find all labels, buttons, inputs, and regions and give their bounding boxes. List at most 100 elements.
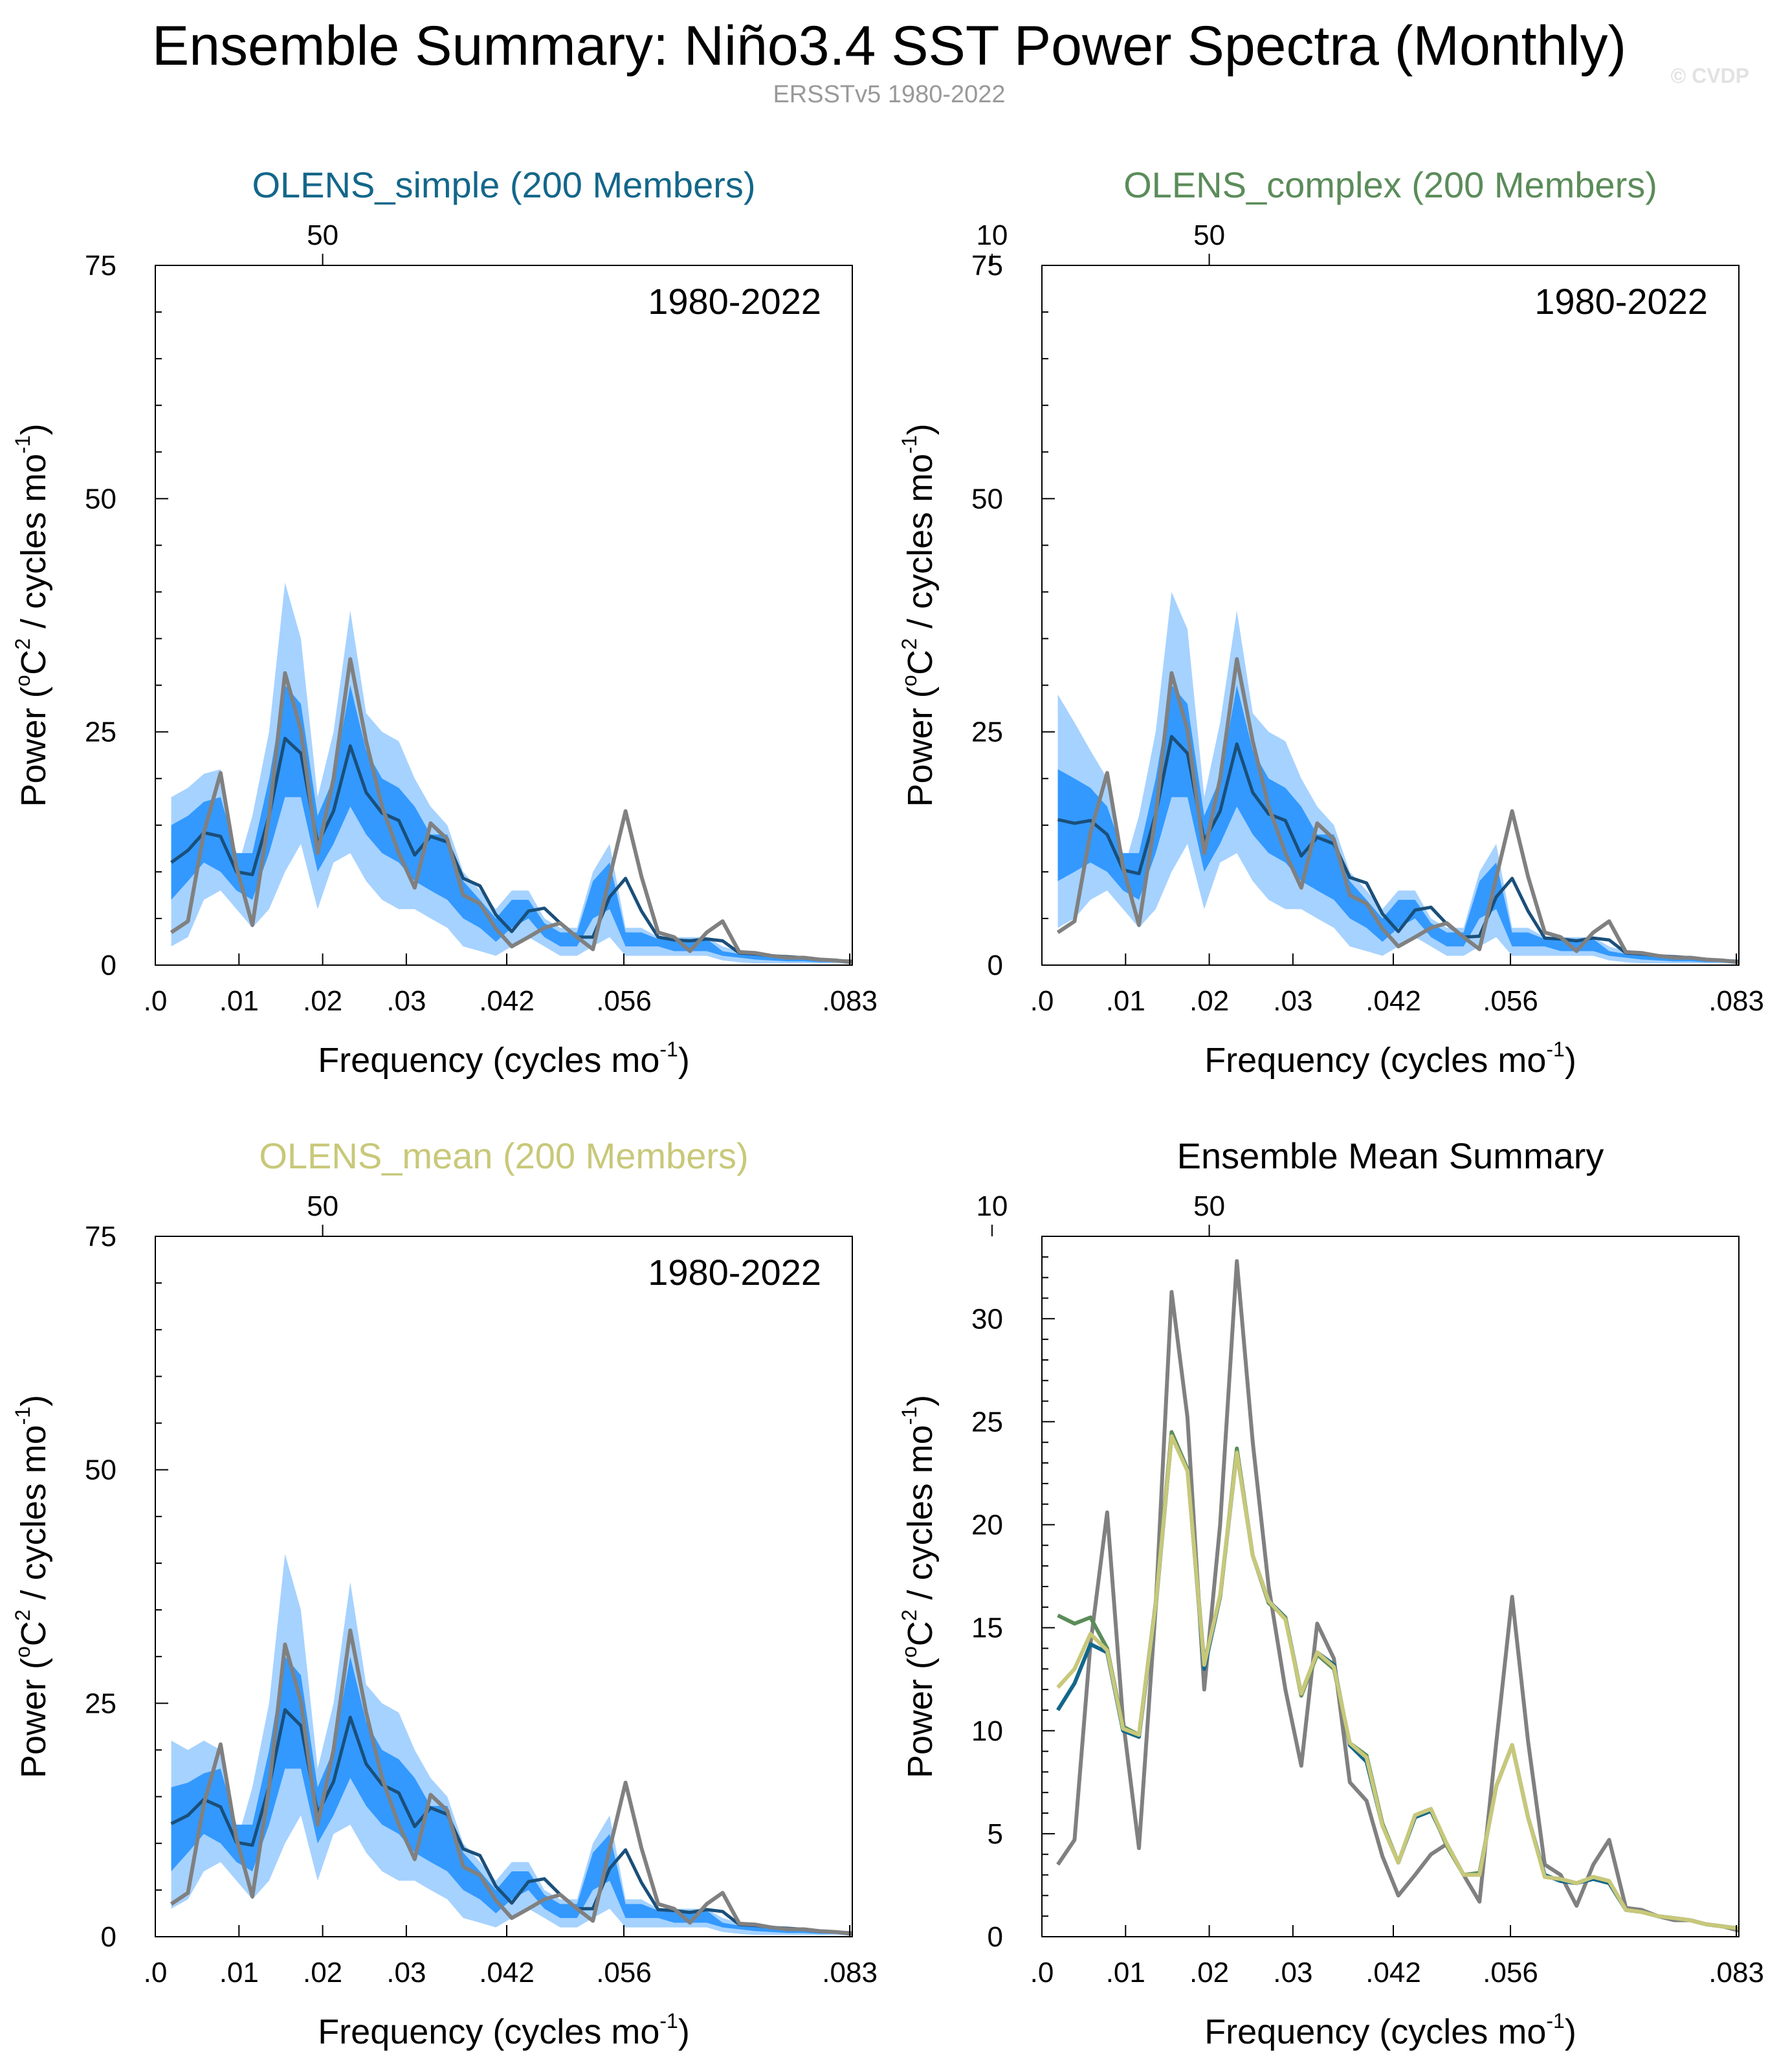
inner-spread-band <box>171 685 852 964</box>
top-tick-label: 50 <box>1193 1190 1225 1222</box>
y-axis-label: Power (oC2 / cycles mo-1) <box>898 1395 940 1778</box>
y-tick-label: 15 <box>971 1612 1003 1644</box>
y-tick-label: 10 <box>971 1715 1003 1747</box>
observed-line <box>1056 657 1739 964</box>
x-tick-label: .083 <box>822 1957 878 1988</box>
x-tick-label: .056 <box>596 985 652 1017</box>
x-tick-label: .042 <box>1365 985 1421 1017</box>
top-tick-label: 10 <box>976 1190 1008 1222</box>
y-axis-label-squared: 2 <box>11 638 34 650</box>
y-axis-label-degree: o <box>11 1646 34 1658</box>
x-tick-label: .01 <box>219 985 259 1017</box>
y-tick-label: 50 <box>971 483 1003 515</box>
x-tick-label: .083 <box>1708 985 1764 1017</box>
x-tick-label: .02 <box>1189 985 1229 1017</box>
x-axis-label: Frequency (cycles mo-1) <box>1204 2009 1576 2051</box>
x-axis-label-text: Frequency (cycles mo <box>318 2012 659 2051</box>
y-axis-label-squared: 2 <box>898 1609 921 1621</box>
y-tick-label: 0 <box>101 1921 116 1953</box>
period-label: 1980-2022 <box>648 281 821 322</box>
x-tick-label: .042 <box>479 985 535 1017</box>
y-tick-label: 0 <box>988 950 1003 981</box>
y-axis-label-degree: o <box>11 675 34 687</box>
y-axis-label-mid: / cycles mo <box>14 1425 53 1609</box>
y-tick-label: 50 <box>85 483 116 515</box>
plot-area <box>170 1554 852 1936</box>
y-axis-label-text: Power ( <box>14 1658 53 1778</box>
x-tick-label: .03 <box>386 985 426 1017</box>
x-tick-label: .01 <box>1106 985 1145 1017</box>
observed-line <box>170 657 852 964</box>
plot-area <box>170 583 852 964</box>
y-axis-label-superscript: -1 <box>898 435 921 453</box>
y-tick-label: 5 <box>988 1818 1003 1850</box>
chart-panel-2: .0.01.02.03.042.056.08350105321.51025507… <box>898 164 1764 1080</box>
y-tick-label: 75 <box>85 1221 116 1253</box>
x-axis-label-superscript: -1 <box>1546 1038 1564 1061</box>
chart-panel-1: .0.01.02.03.042.056.08350105321.51025507… <box>11 164 1008 1080</box>
panel-title: Ensemble Mean Summary <box>1177 1135 1604 1176</box>
panels: .0.01.02.03.042.056.08350105321.51025507… <box>11 164 1764 2051</box>
y-axis-label-text: Power ( <box>14 687 53 807</box>
y-axis-label-degree: o <box>898 1646 921 1658</box>
x-axis-label: Frequency (cycles mo-1) <box>1204 1038 1576 1080</box>
x-tick-label: .0 <box>144 1957 168 1988</box>
plot-frame <box>1041 1236 1740 1937</box>
y-axis-label-end: ) <box>901 423 940 435</box>
outer-spread-band <box>1057 592 1739 964</box>
plot-frame <box>1041 265 1740 966</box>
top-tick-label: 50 <box>307 219 338 251</box>
y-tick-label: 0 <box>988 1921 1003 1953</box>
x-tick-label: .056 <box>1483 985 1538 1017</box>
y-axis-label-squared: 2 <box>11 1609 34 1621</box>
x-axis-label: Frequency (cycles mo-1) <box>318 1038 690 1080</box>
x-axis-label-end: ) <box>678 2012 690 2051</box>
series-line-ersstv5 <box>1056 1259 1739 1933</box>
top-tick-label: 10 <box>976 219 1008 251</box>
top-tick-label: 50 <box>1193 219 1225 251</box>
y-axis-label-text: Power ( <box>901 687 940 807</box>
y-tick-label: 75 <box>85 250 116 282</box>
period-label: 1980-2022 <box>1534 281 1708 322</box>
y-axis-label-text: Power ( <box>901 1658 940 1778</box>
outer-spread-band <box>171 583 852 964</box>
y-axis-label-mid: / cycles mo <box>901 454 940 638</box>
y-axis-label-squared: 2 <box>898 638 921 650</box>
plot-frame <box>155 1236 853 1937</box>
chart-panel-3: .0.01.02.03.042.056.08350105321.51025507… <box>11 1135 1008 2051</box>
x-tick-label: .056 <box>1483 1957 1538 1988</box>
x-axis-label-text: Frequency (cycles mo <box>1204 1041 1546 1080</box>
observed-line <box>170 1628 852 1936</box>
inner-spread-band <box>1057 685 1739 964</box>
x-axis-label-superscript: -1 <box>659 1038 678 1061</box>
plot-frame <box>155 265 853 966</box>
x-tick-label: .042 <box>479 1957 535 1988</box>
x-tick-label: .03 <box>1273 1957 1312 1988</box>
outer-spread-band <box>171 1554 852 1936</box>
x-axis-label-text: Frequency (cycles mo <box>318 1041 659 1080</box>
y-axis-label-degree: o <box>898 675 921 687</box>
y-tick-label: 25 <box>85 717 116 748</box>
x-axis-label-superscript: -1 <box>659 2009 678 2033</box>
x-tick-label: .056 <box>596 1957 652 1988</box>
x-axis-label-end: ) <box>678 1041 690 1080</box>
inner-spread-band <box>171 1656 852 1935</box>
main-title: Ensemble Summary: Niño3.4 SST Power Spec… <box>152 15 1626 77</box>
subtitle: ERSSTv5 1980-2022 <box>773 81 1005 108</box>
x-tick-label: .0 <box>1030 1957 1054 1988</box>
y-axis-label-end: ) <box>14 423 53 435</box>
y-axis-label-superscript: -1 <box>11 1407 34 1425</box>
y-axis-label: Power (oC2 / cycles mo-1) <box>11 423 53 807</box>
period-label: 1980-2022 <box>648 1252 821 1293</box>
y-tick-label: 25 <box>85 1688 116 1719</box>
top-tick-label: 50 <box>307 1190 338 1222</box>
y-axis-label-superscript: -1 <box>898 1407 921 1425</box>
x-tick-label: .01 <box>1106 1957 1145 1988</box>
copyright: © CVDP <box>1671 64 1749 87</box>
series-line-olens-mean <box>1056 1434 1739 1931</box>
y-axis-label-unit: C <box>14 650 53 675</box>
x-axis-label: Frequency (cycles mo-1) <box>318 2009 690 2051</box>
y-axis-label-superscript: -1 <box>11 435 34 453</box>
y-tick-label: 75 <box>971 250 1003 282</box>
panel-title: OLENS_simple (200 Members) <box>252 164 755 205</box>
